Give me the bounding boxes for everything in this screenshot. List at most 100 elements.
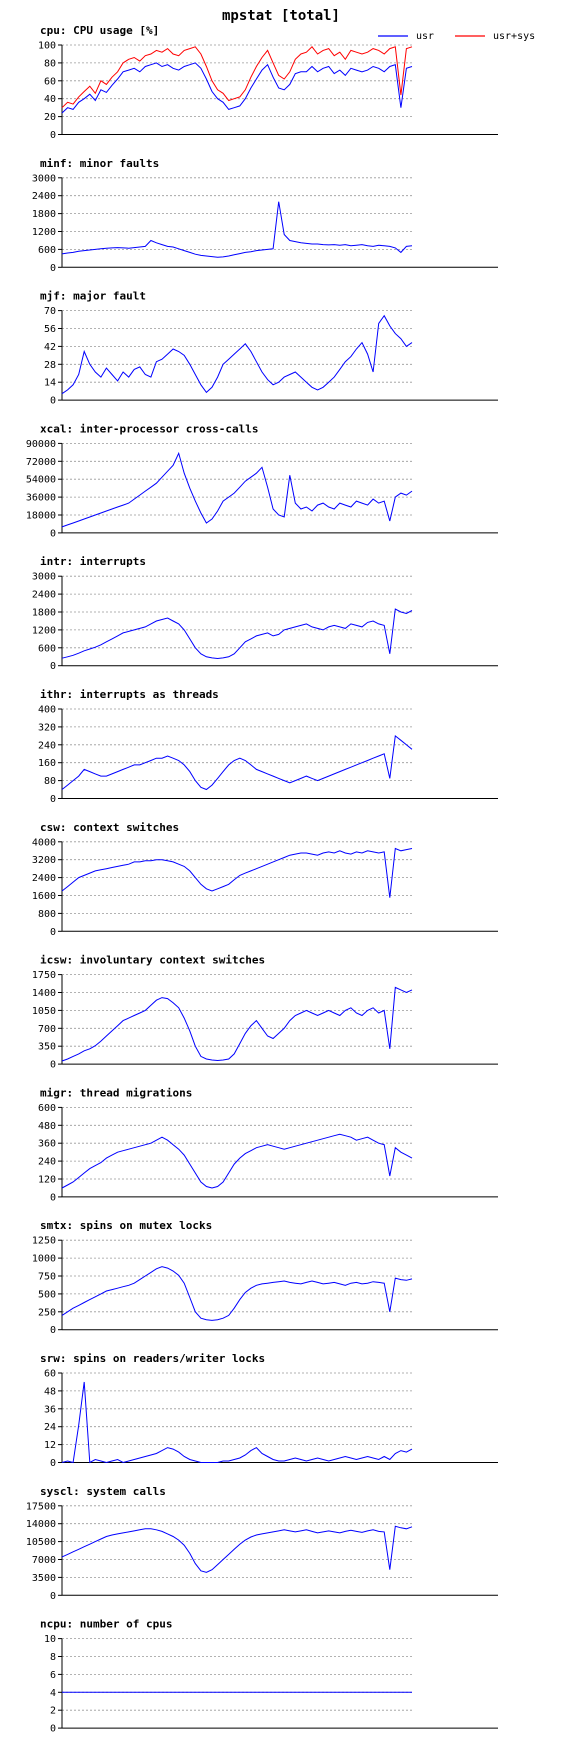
y-tick-label-srw-4: 48 [44,1386,56,1397]
figure-title: mpstat [total] [222,8,340,24]
y-tick-label-syscl-0: 0 [50,1591,56,1602]
y-tick-label-migr-3: 360 [38,1139,56,1150]
panel-title-mjf: mjf: major fault [40,290,146,303]
series-line-ithr-0 [61,734,413,791]
y-tick-label-xcal-0: 0 [50,528,56,539]
y-tick-label-srw-2: 24 [44,1422,56,1433]
y-tick-label-srw-0: 0 [50,1458,56,1469]
y-tick-label-syscl-4: 14000 [26,1519,56,1530]
y-tick-label-srw-5: 60 [44,1369,56,1380]
panel-mjf: mjf: major fault 0 14 28 42 56 70 [40,290,498,407]
y-tick-label-intr-5: 3000 [32,572,56,583]
y-tick-label-icsw-2: 700 [38,1024,56,1035]
y-tick-label-mjf-0: 0 [50,396,56,407]
panel-csw: csw: context switches 0 800 1600 2400 3200 400… [32,821,498,938]
y-tick-label-cpu-3: 60 [44,76,56,87]
y-tick-label-csw-4: 3200 [32,855,56,866]
panel-ncpu: ncpu: number of cpus 0 2 4 6 8 10 [40,1618,498,1735]
y-tick-label-icsw-3: 1050 [32,1006,56,1017]
panel-title-xcal: xcal: inter-processor cross-calls [40,422,259,435]
y-tick-label-smtx-0: 0 [50,1325,56,1336]
y-tick-label-icsw-1: 350 [38,1042,56,1053]
y-tick-label-mjf-5: 70 [44,306,56,317]
y-tick-label-syscl-2: 7000 [32,1555,56,1566]
series-line-migr-0 [61,1133,413,1189]
legend-label-usr-sys: usr+sys [493,31,535,42]
panel-migr: migr: thread migrations 0 120 240 360 480 600 [38,1086,498,1203]
panel-smtx: smtx: spins on mutex locks 0 250 500 750 1000… [32,1219,498,1336]
y-tick-label-minf-0: 0 [50,263,56,274]
panel-title-icsw: icsw: involuntary context switches [40,954,265,967]
y-tick-label-syscl-1: 3500 [32,1573,56,1584]
y-tick-label-smtx-3: 750 [38,1272,56,1283]
panel-title-intr: intr: interrupts [40,555,146,568]
y-tick-label-migr-5: 600 [38,1103,56,1114]
y-tick-label-csw-1: 800 [38,909,56,920]
y-tick-label-ithr-1: 80 [44,776,56,787]
panel-title-cpu: cpu: CPU usage [%] [40,24,159,37]
series-line-cpu-1 [61,46,413,109]
series-line-icsw-0 [61,986,413,1062]
y-tick-label-ithr-5: 400 [38,705,56,716]
panel-title-syscl: syscl: system calls [40,1485,166,1498]
y-tick-label-xcal-2: 36000 [26,493,56,504]
y-tick-label-intr-1: 600 [38,643,56,654]
series-line-srw-0 [61,1381,413,1464]
panel-srw: srw: spins on readers/writer locks 0 12 24 3… [40,1352,498,1469]
y-tick-label-srw-1: 12 [44,1440,56,1451]
y-tick-label-intr-2: 1200 [32,625,56,636]
y-tick-label-minf-3: 1800 [32,209,56,220]
legend-label-usr: usr [416,31,434,42]
y-tick-label-mjf-1: 14 [44,378,56,389]
panel-syscl: syscl: system calls 0 3500 7000 10500 14000 17… [26,1485,498,1602]
y-tick-label-xcal-5: 90000 [26,439,56,450]
y-tick-label-icsw-5: 1750 [32,970,56,981]
panel-ithr: ithr: interrupts as threads 0 80 160 240 320 4… [38,688,498,805]
y-tick-label-mjf-2: 28 [44,360,56,371]
y-tick-label-cpu-2: 40 [44,94,56,105]
y-tick-label-srw-3: 36 [44,1404,56,1415]
panel-title-srw: srw: spins on readers/writer locks [40,1352,265,1365]
series-line-csw-0 [61,847,413,898]
y-tick-label-xcal-4: 72000 [26,457,56,468]
y-tick-label-intr-0: 0 [50,661,56,672]
y-tick-label-icsw-4: 1400 [32,988,56,999]
series-line-smtx-0 [61,1266,413,1321]
y-tick-label-csw-0: 0 [50,927,56,938]
y-tick-label-minf-1: 600 [38,245,56,256]
panel-minf: minf: minor faults 0 600 1200 1800 2400 3000 [32,157,498,274]
y-tick-label-syscl-5: 17500 [26,1501,56,1512]
panel-title-minf: minf: minor faults [40,157,159,170]
y-tick-label-xcal-1: 18000 [26,511,56,522]
panel-cpu: cpu: CPU usage [%] 0 20 40 60 80 100 [38,24,498,141]
y-tick-label-migr-0: 0 [50,1192,56,1203]
y-tick-label-mjf-3: 42 [44,342,56,353]
series-line-mjf-0 [61,314,413,395]
y-tick-label-mjf-4: 56 [44,324,56,335]
y-tick-label-intr-3: 1800 [32,608,56,619]
y-tick-label-smtx-1: 250 [38,1307,56,1318]
panel-title-migr: migr: thread migrations [40,1086,192,1099]
y-tick-label-csw-2: 1600 [32,891,56,902]
y-tick-label-cpu-0: 0 [50,130,56,141]
y-tick-label-cpu-5: 100 [38,41,56,52]
y-tick-label-ncpu-5: 10 [44,1634,56,1645]
y-tick-label-csw-3: 2400 [32,873,56,884]
series-line-cpu-0 [61,62,413,114]
series-line-minf-0 [61,201,413,258]
y-tick-label-icsw-0: 0 [50,1060,56,1071]
y-tick-label-migr-1: 120 [38,1175,56,1186]
y-tick-label-xcal-3: 54000 [26,475,56,486]
y-tick-label-csw-5: 4000 [32,837,56,848]
panel-title-csw: csw: context switches [40,821,179,834]
y-tick-label-minf-5: 3000 [32,173,56,184]
y-tick-label-smtx-4: 1000 [32,1254,56,1265]
y-tick-label-smtx-5: 1250 [32,1236,56,1247]
y-tick-label-migr-4: 480 [38,1121,56,1132]
y-tick-label-ncpu-3: 6 [50,1670,56,1681]
panel-title-ncpu: ncpu: number of cpus [40,1618,172,1631]
panel-xcal: xcal: inter-processor cross-calls 0 18000 3… [26,422,498,539]
